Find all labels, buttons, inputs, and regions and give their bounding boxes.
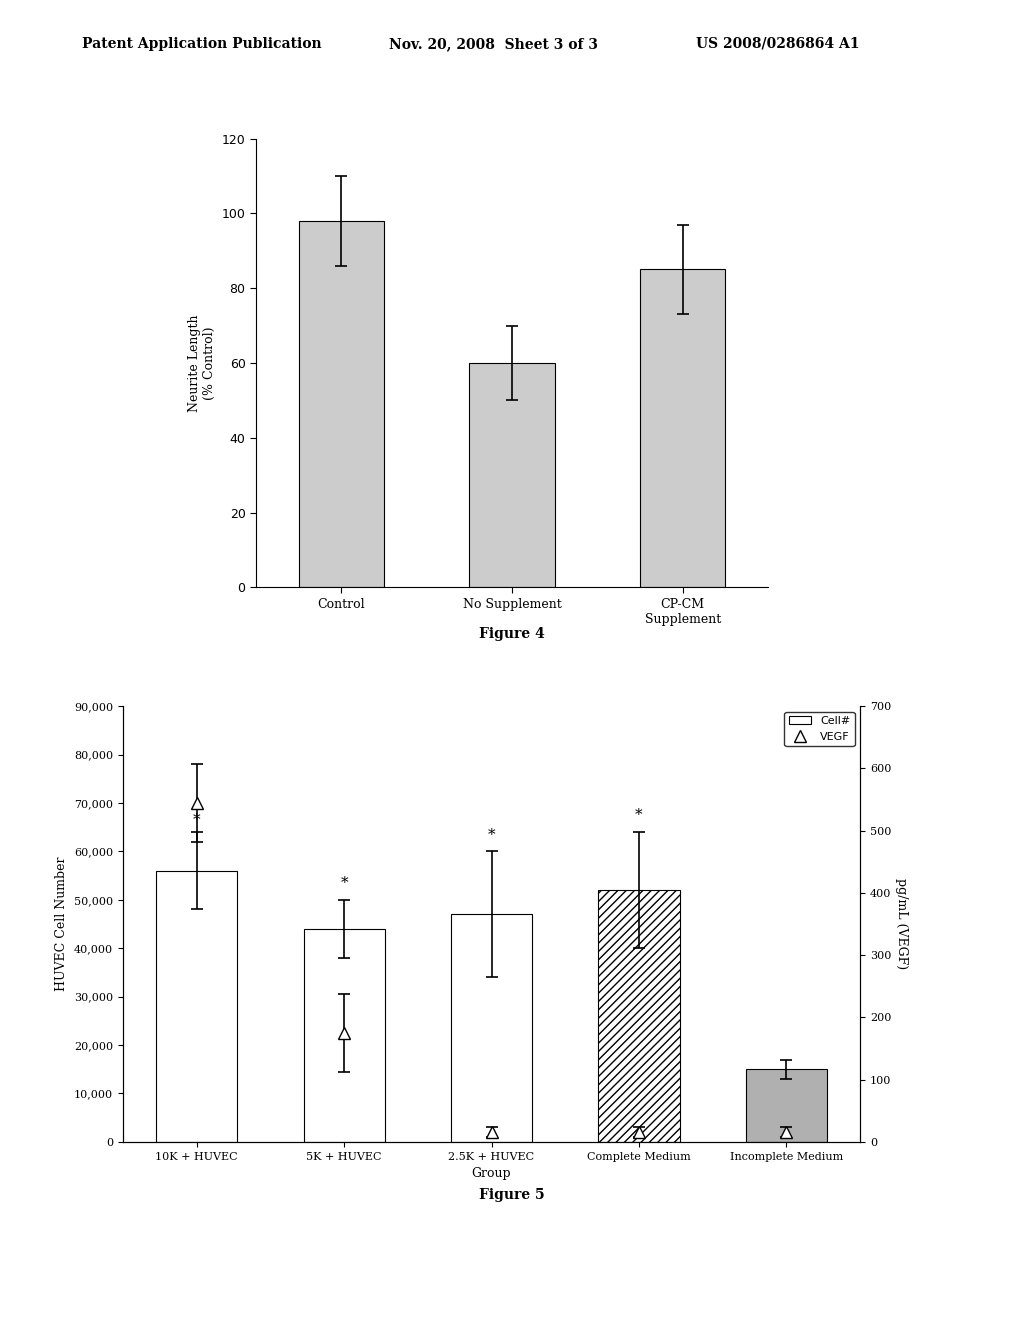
Bar <box>598 890 680 1142</box>
Bar <box>156 871 238 1142</box>
Bar <box>745 1069 827 1142</box>
Text: *: * <box>487 828 496 842</box>
Text: Nov. 20, 2008  Sheet 3 of 3: Nov. 20, 2008 Sheet 3 of 3 <box>389 37 598 51</box>
Text: *: * <box>635 808 643 822</box>
Bar <box>451 915 532 1142</box>
Bar <box>469 363 555 587</box>
X-axis label: Group: Group <box>472 1167 511 1180</box>
Y-axis label: HUVEC Cell Number: HUVEC Cell Number <box>55 857 69 991</box>
Text: Serum-Deprived: Serum-Deprived <box>546 776 649 789</box>
Text: Figure 4: Figure 4 <box>479 627 545 642</box>
Y-axis label: Neurite Length
(% Control): Neurite Length (% Control) <box>188 314 216 412</box>
Bar <box>640 269 725 587</box>
Bar <box>299 220 384 587</box>
Text: Figure 5: Figure 5 <box>479 1188 545 1203</box>
Bar <box>303 929 385 1142</box>
Y-axis label: pg/mL (VEGF): pg/mL (VEGF) <box>895 878 908 970</box>
Text: US 2008/0286864 A1: US 2008/0286864 A1 <box>696 37 860 51</box>
Text: *: * <box>340 876 348 890</box>
Text: *: * <box>193 813 201 828</box>
Legend: Cell#, VEGF: Cell#, VEGF <box>784 711 855 746</box>
Text: Patent Application Publication: Patent Application Publication <box>82 37 322 51</box>
